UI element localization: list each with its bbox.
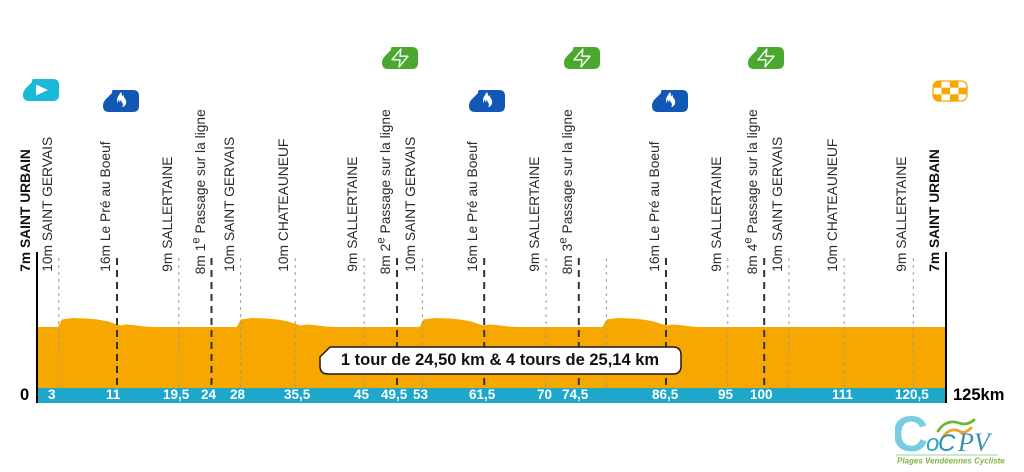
svg-text:74,5: 74,5 bbox=[562, 387, 589, 402]
svg-text:111: 111 bbox=[832, 387, 854, 402]
svg-text:19,5: 19,5 bbox=[163, 387, 190, 402]
svg-text:45: 45 bbox=[354, 387, 370, 402]
svg-text:11: 11 bbox=[106, 387, 121, 402]
svg-text:100: 100 bbox=[750, 387, 773, 402]
svg-text:125km: 125km bbox=[953, 386, 1004, 404]
svg-text:3: 3 bbox=[48, 387, 56, 402]
svg-text:61,5: 61,5 bbox=[469, 387, 496, 402]
svg-text:86,5: 86,5 bbox=[652, 387, 679, 402]
svg-text:95: 95 bbox=[718, 387, 734, 402]
svg-text:28: 28 bbox=[230, 387, 246, 402]
svg-text:Plages Vendéennes Cycliste: Plages Vendéennes Cycliste bbox=[897, 457, 1005, 466]
svg-text:C: C bbox=[938, 430, 956, 457]
svg-text:70: 70 bbox=[537, 387, 552, 402]
svg-text:53: 53 bbox=[413, 387, 429, 402]
svg-text:PV: PV bbox=[957, 428, 993, 457]
svg-text:24: 24 bbox=[201, 387, 217, 402]
svg-text:1 tour de 24,50 km & 4 tours d: 1 tour de 24,50 km & 4 tours de 25,14 km bbox=[341, 351, 659, 369]
svg-text:49,5: 49,5 bbox=[381, 387, 408, 402]
svg-text:120,5: 120,5 bbox=[895, 387, 929, 402]
svg-text:35,5: 35,5 bbox=[284, 387, 311, 402]
svg-text:C: C bbox=[895, 410, 928, 462]
svg-text:0: 0 bbox=[20, 386, 29, 404]
